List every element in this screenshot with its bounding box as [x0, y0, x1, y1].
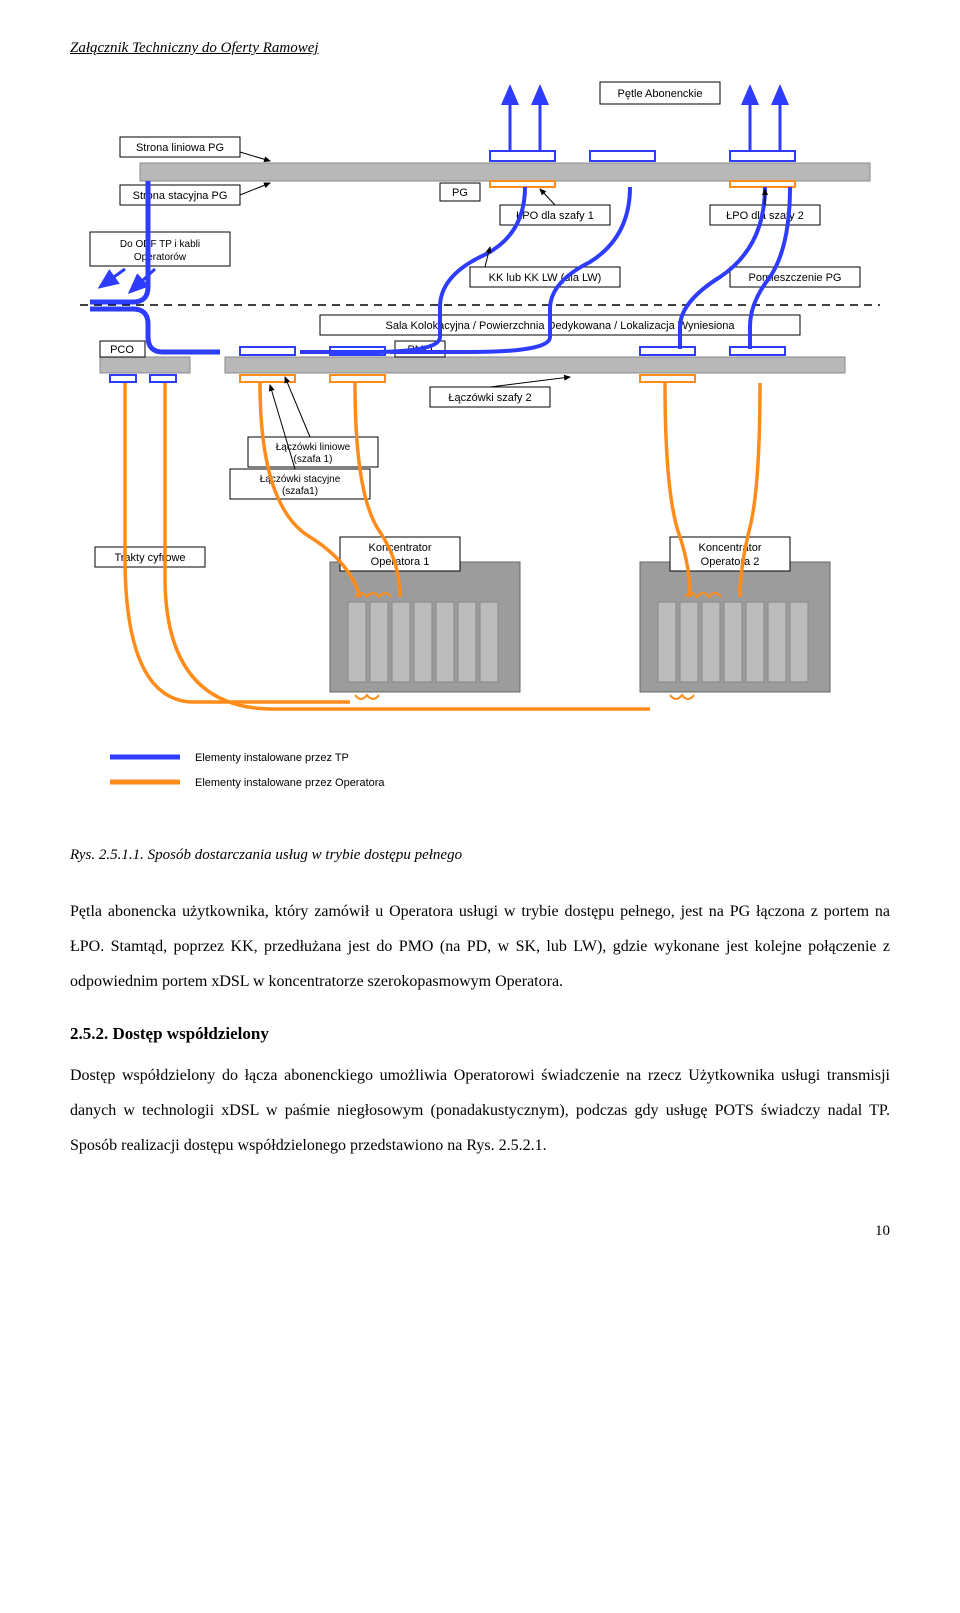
paragraph-1: Pętla abonencka użytkownika, który zamów…: [70, 894, 890, 1000]
figure-caption: Rys. 2.5.1.1. Sposób dostarczania usług …: [70, 847, 890, 864]
label-pco: PCO: [110, 344, 134, 356]
svg-text:Operatora 1: Operatora 1: [371, 556, 430, 568]
section-heading: 2.5.2. Dostęp współdzielony: [70, 1024, 890, 1044]
label-pg: PG: [452, 187, 468, 199]
page-number: 10: [70, 1223, 890, 1240]
label-konc2-a: Koncentrator: [699, 542, 762, 554]
legend-op: Elementy instalowane przez Operatora: [195, 777, 385, 789]
paragraph-2: Dostęp współdzielony do łącza abonenckie…: [70, 1058, 890, 1164]
label-sala: Sala Kolokacyjna / Powierzchnia Dedykowa…: [385, 320, 735, 332]
label-doodf-1: Do ODF TP i kabli: [120, 239, 200, 250]
label-pomieszczenie: Pomieszczenie PG: [749, 272, 842, 284]
svg-text:Operatorów: Operatorów: [134, 252, 187, 263]
label-strona-liniowa: Strona liniowa PG: [136, 142, 224, 154]
legend-tp: Elementy instalowane przez TP: [195, 752, 349, 764]
label-petle: Pętle Abonenckie: [617, 88, 702, 100]
label-lpo2: ŁPO dla szafy 2: [726, 210, 804, 222]
label-lpo1: ŁPO dla szafy 1: [516, 210, 594, 222]
svg-text:(szafa1): (szafa1): [282, 486, 318, 497]
svg-text:Operatora 2: Operatora 2: [701, 556, 760, 568]
network-diagram: Pętle Abonenckie Strona liniowa PG Stron…: [70, 77, 890, 827]
label-kk: KK lub KK LW (dla LW): [489, 272, 602, 284]
label-laczowki2: Łączówki szafy 2: [448, 392, 531, 404]
label-konc1-a: Koncentrator: [369, 542, 432, 554]
svg-text:(szafa 1): (szafa 1): [294, 454, 333, 465]
document-header: Załącznik Techniczny do Oferty Ramowej: [70, 40, 890, 57]
